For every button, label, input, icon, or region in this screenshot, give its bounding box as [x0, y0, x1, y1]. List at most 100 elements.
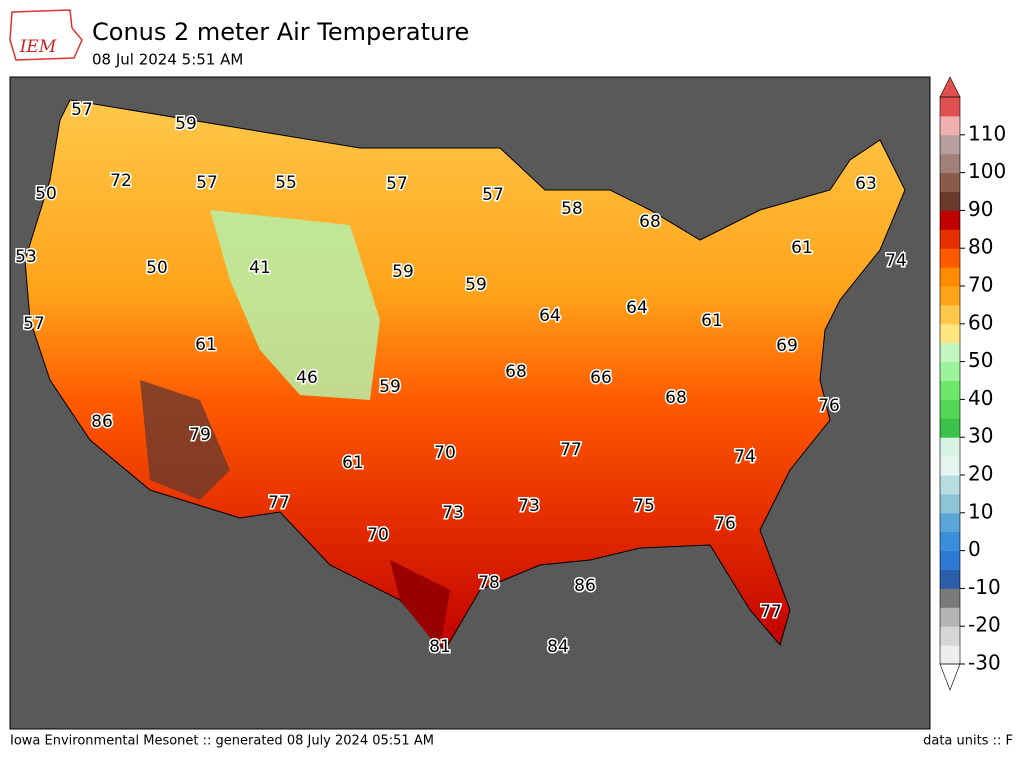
- station-value: 76: [818, 396, 840, 416]
- colorbar-bin: [940, 550, 960, 570]
- station-value: 73: [442, 503, 464, 523]
- colorbar-bin: [940, 399, 960, 419]
- colorbar-tick-label: 80: [968, 235, 993, 259]
- station-value: 50: [35, 184, 57, 204]
- station-value: 57: [23, 314, 45, 334]
- station-value: 86: [574, 576, 596, 596]
- station-value: 81: [429, 637, 451, 657]
- station-value: 59: [379, 377, 401, 397]
- station-value: 68: [639, 212, 661, 232]
- station-value: 63: [855, 174, 877, 194]
- colorbar-bin: [940, 588, 960, 608]
- colorbar-bin: [940, 645, 960, 665]
- station-value: 77: [268, 493, 290, 513]
- station-value: 57: [196, 173, 218, 193]
- colorbar-bin: [940, 531, 960, 552]
- station-value: 61: [701, 311, 723, 331]
- colorbar-bin: [940, 323, 960, 344]
- colorbar-bin: [940, 456, 960, 476]
- colorbar-bin: [940, 153, 960, 174]
- colorbar-tick-label: -10: [968, 575, 1001, 599]
- station-value: 70: [434, 443, 456, 463]
- station-value: 58: [561, 199, 583, 219]
- station-value: 59: [175, 114, 197, 134]
- station-value: 86: [91, 412, 113, 432]
- station-value: 59: [392, 262, 414, 282]
- footer-right: data units :: F: [923, 734, 1013, 749]
- colorbar-bin: [940, 172, 960, 192]
- colorbar-bin: [940, 493, 960, 514]
- station-value: 64: [539, 306, 561, 326]
- title: Conus 2 meter Air Temperature: [92, 18, 469, 46]
- station-value: 68: [505, 362, 527, 382]
- colorbar-bin: [940, 191, 960, 211]
- station-value: 76: [714, 514, 736, 534]
- station-value: 57: [386, 174, 408, 194]
- hot-region: [390, 560, 450, 650]
- colorbar-bin: [940, 437, 960, 457]
- station-value: 78: [478, 573, 500, 593]
- colorbar-tick-label: 60: [968, 310, 993, 334]
- colorbar-bin: [940, 267, 960, 287]
- station-value: 66: [590, 368, 612, 388]
- colorbar-bin: [940, 380, 960, 400]
- colorbar-bin: [940, 569, 960, 589]
- colorbar-bin: [940, 210, 960, 230]
- station-value: 70: [367, 525, 389, 545]
- station-value: 77: [560, 440, 582, 460]
- stations: 57 59 72 57 55 57 57 50 58 68 63 61 74 53 41 50 59 59 64 64…: [14, 99, 909, 659]
- colorbar-bin: [940, 361, 960, 381]
- colorbar-bin: [940, 115, 960, 136]
- footer-left: Iowa Environmental Mesonet :: generated …: [10, 734, 434, 749]
- station-value: 73: [518, 496, 540, 516]
- colorbar-bin: [940, 475, 960, 495]
- colorbar-tick-label: 70: [968, 273, 993, 297]
- colorbar-bin: [940, 342, 960, 363]
- station-value: 72: [110, 171, 132, 191]
- station-value: 68: [665, 388, 687, 408]
- station-value: 84: [547, 637, 569, 657]
- station-value: 75: [633, 496, 655, 516]
- station-value: 77: [760, 602, 782, 622]
- station-value: 59: [465, 275, 487, 295]
- colorbar-bin: [940, 626, 960, 646]
- colorbar-tick-label: 30: [968, 424, 993, 448]
- logo: IEM: [9, 9, 83, 61]
- colorbar-tick-label: 50: [968, 348, 993, 372]
- colorbar-extend-high: [939, 76, 961, 98]
- colorbar-extend-low: [939, 663, 961, 691]
- colorbar-tick-label: 0: [968, 537, 981, 561]
- station-value: 61: [791, 238, 813, 258]
- colorbar-tick-label: -30: [968, 651, 1001, 675]
- colorbar-tick-label: 40: [968, 386, 993, 410]
- station-value: 74: [734, 447, 756, 467]
- station-value: 57: [482, 185, 504, 205]
- station-value: 61: [342, 453, 364, 473]
- colorbar-tick-label: 20: [968, 462, 993, 486]
- station-value: 61: [195, 335, 217, 355]
- cool-region: [210, 210, 380, 400]
- colorbar-tick-label: 10: [968, 499, 993, 523]
- colorbar-bin: [940, 134, 960, 155]
- station-value: 74: [885, 251, 907, 271]
- subtitle: 08 Jul 2024 5:51 AM: [92, 51, 243, 69]
- colorbar-tick-label: 100: [968, 159, 1006, 183]
- colorbar-tick-label: 110: [968, 121, 1006, 145]
- station-value: 50: [146, 258, 168, 278]
- station-value: 79: [189, 425, 211, 445]
- station-value: 46: [296, 368, 318, 388]
- colorbar-tick-label: 90: [968, 197, 993, 221]
- colorbar-bin: [940, 418, 960, 438]
- station-value: 57: [71, 100, 93, 120]
- logo-text: IEM: [19, 37, 57, 57]
- colorbar: -30 -20 -10 0 10 20 30 40 50 60 70 80 90 100 110: [939, 76, 1006, 691]
- colorbar-bin: [940, 97, 960, 117]
- hot-region: [140, 380, 230, 500]
- colorbar-bin: [940, 248, 960, 268]
- colorbar-bin: [940, 229, 960, 249]
- station-value: 64: [626, 298, 648, 318]
- colorbar-bin: [940, 512, 960, 533]
- colorbar-outline: [939, 96, 961, 665]
- station-value: 55: [275, 173, 297, 193]
